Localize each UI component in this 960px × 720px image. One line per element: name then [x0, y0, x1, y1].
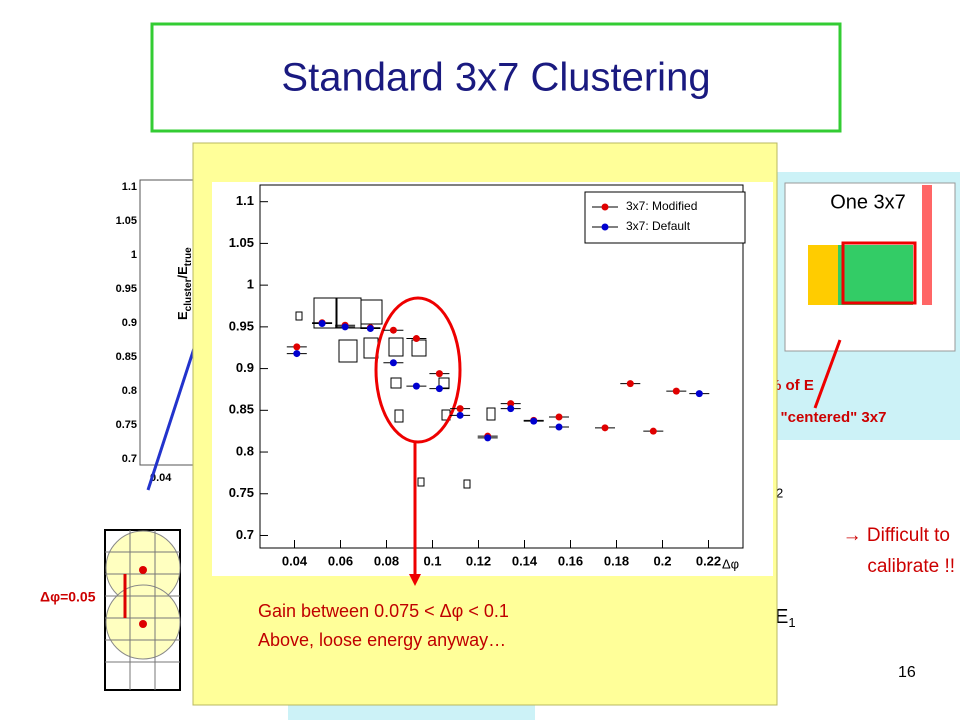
- highlight-box: [841, 241, 917, 305]
- legend-label: 3x7: Modified: [626, 199, 697, 213]
- text: E: [775, 606, 788, 628]
- arrow-head: [409, 574, 421, 586]
- tick-label: 0.85: [116, 351, 137, 363]
- plot-area: [212, 182, 773, 576]
- text: → Difficult to: [843, 525, 950, 546]
- point: [293, 343, 301, 351]
- x-tick-label: 0.08: [374, 553, 399, 568]
- x-tick-label: 0.18: [604, 553, 629, 568]
- text: 2: [776, 485, 783, 500]
- tick-label: 0.8: [122, 385, 137, 397]
- text: a "centered" 3x7: [768, 409, 886, 426]
- point: [293, 350, 301, 358]
- highlight-ellipse: [374, 296, 462, 444]
- x-tick-label: 0.14: [512, 553, 538, 568]
- page-number: 16: [898, 664, 916, 681]
- text: % of E: [768, 377, 814, 394]
- point: [555, 423, 563, 431]
- heatmap: [808, 185, 932, 305]
- y-axis-label: E: [175, 311, 190, 320]
- y-tick-label: 1: [247, 277, 254, 292]
- plot-frame: [259, 184, 744, 549]
- point: [672, 387, 680, 395]
- tick-label: 0.75: [116, 419, 137, 431]
- point: [555, 413, 563, 421]
- y-axis-label: cluster: [183, 278, 194, 311]
- arrow: [813, 339, 842, 409]
- y-tick-label: 1.1: [236, 193, 254, 208]
- x-tick-label: 0.16: [558, 553, 583, 568]
- point: [389, 326, 397, 334]
- y-tick-label: 0.95: [229, 318, 254, 333]
- y-tick-label: 0.75: [229, 485, 254, 500]
- point: [389, 359, 397, 367]
- point: [507, 405, 515, 413]
- y-tick-label: 1.05: [229, 235, 254, 250]
- y-axis-label: true: [183, 247, 194, 266]
- point: [435, 385, 443, 393]
- tick-label: 0.9: [122, 317, 137, 329]
- x-tick-label: 0.2: [653, 553, 671, 568]
- point: [435, 370, 443, 378]
- point: [530, 417, 538, 425]
- tick-label: 1.1: [122, 181, 137, 193]
- note: Gain between 0.075 < Δφ < 0.1: [258, 601, 509, 621]
- x-tick-label: 0.12: [466, 553, 491, 568]
- histogram-boxes: [295, 297, 496, 489]
- cell-diagram: [104, 529, 181, 691]
- y-tick-label: 0.9: [236, 360, 254, 375]
- x-tick-label: 0.06: [328, 553, 353, 568]
- y-tick-label: 0.85: [229, 402, 254, 417]
- point: [412, 382, 420, 390]
- point: [456, 405, 464, 413]
- text: calibrate !!: [867, 556, 955, 577]
- y-axis-label: /E: [175, 266, 190, 279]
- legend-marker: [601, 203, 609, 211]
- tick-label: 1.05: [116, 215, 137, 227]
- point: [626, 380, 634, 388]
- title-box: [150, 22, 842, 133]
- legend: [584, 191, 746, 244]
- tick-label: 0.7: [122, 453, 137, 465]
- tick-label: 1: [131, 249, 137, 261]
- y-tick-label: 0.7: [236, 527, 254, 542]
- point: [507, 400, 515, 408]
- arrow: [146, 329, 202, 491]
- x-axis-label: Δφ: [722, 556, 739, 571]
- background-ticks: 1.1 1.05 1 0.95 0.9 0.85 0.8 0.75 0.7: [116, 181, 137, 465]
- tick-label: 0.04: [150, 472, 172, 484]
- point: [341, 323, 349, 331]
- title: Standard 3x7 Clustering: [281, 56, 710, 100]
- point: [695, 390, 703, 398]
- legend-label: 3x7: Default: [626, 219, 691, 233]
- text: Δφ=0.05: [40, 589, 96, 605]
- legend-marker: [601, 223, 609, 231]
- point: [601, 424, 609, 432]
- x-tick-label: 0.04: [282, 553, 308, 568]
- text: E1: [775, 606, 796, 630]
- panel-label: One 3x7: [830, 191, 906, 213]
- point: [484, 434, 492, 442]
- x-tick-label: 0.22: [696, 553, 721, 568]
- tick-label: 0.95: [116, 283, 137, 295]
- note: Above, loose energy anyway…: [258, 630, 506, 650]
- text: 1: [788, 615, 795, 630]
- plot: 0.04 0.06 0.08 0.1 0.12 0.14 0.16 0.18 0.2 0.22 0.…: [229, 193, 721, 568]
- x-tick-label: 0.1: [423, 553, 441, 568]
- point: [649, 427, 657, 435]
- y-tick-label: 0.8: [236, 443, 254, 458]
- point: [412, 335, 420, 343]
- y-axis-label: Ecluster/Etrue: [175, 247, 193, 320]
- point: [366, 325, 374, 333]
- point: [456, 411, 464, 419]
- point: [318, 320, 326, 328]
